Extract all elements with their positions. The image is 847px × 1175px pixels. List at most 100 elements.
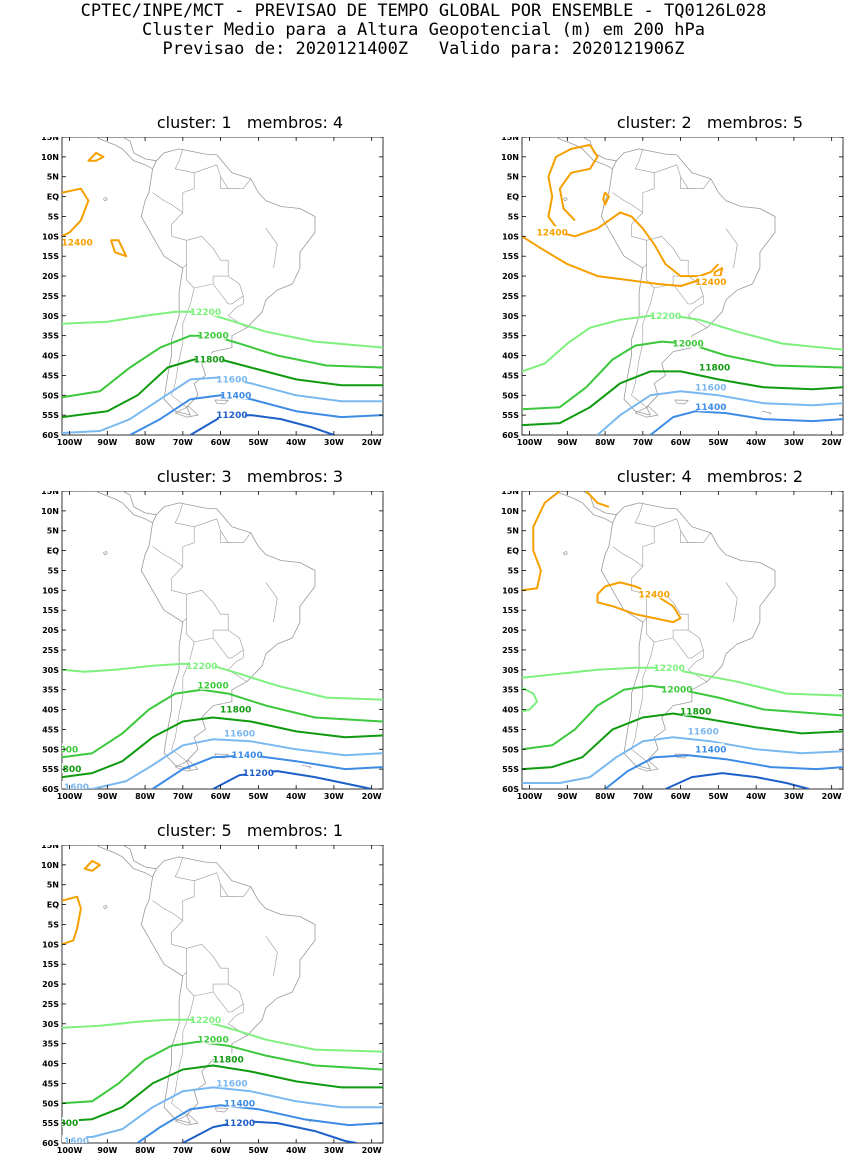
country-border xyxy=(227,295,248,328)
country-border xyxy=(212,629,244,659)
central-america-coastline xyxy=(555,137,613,170)
lat-tick-label: 20S xyxy=(502,272,519,281)
contour-label: 12200 xyxy=(186,662,217,672)
country-border xyxy=(186,944,229,997)
country-border xyxy=(725,228,738,269)
lat-tick-label: 60S xyxy=(502,785,519,794)
country-border xyxy=(631,287,655,408)
map-cluster-4: 12400 12200 12000 11800 11600 11400 15N 10N 5N EQ… xyxy=(501,491,844,801)
lat-tick-label: 40S xyxy=(42,706,59,715)
contour-11800 xyxy=(62,1064,383,1123)
lat-tick-label: EQ xyxy=(47,193,59,202)
lat-tick-label: 45S xyxy=(42,371,59,380)
lat-tick-label: 55S xyxy=(502,765,519,774)
contour-label-bg xyxy=(62,1135,87,1143)
country-border xyxy=(171,287,195,408)
lat-tick-label: 10N xyxy=(41,153,59,162)
galapagos-island xyxy=(563,197,568,201)
lat-tick-label: 10N xyxy=(501,153,519,162)
header-line-3: Previsao de: 2020121400Z Valido para: 20… xyxy=(162,39,685,59)
map-cluster-3: 12200 12000 11800 11600 11400 11200 2000 11800 1… xyxy=(41,491,384,801)
contour-label: 11600 xyxy=(688,727,719,737)
lat-tick-label: 10S xyxy=(42,232,59,241)
lat-tick-label: 5S xyxy=(508,212,520,221)
contour-12400 xyxy=(596,581,682,624)
contour-label: 12400 xyxy=(61,238,92,248)
map-frame xyxy=(61,137,384,436)
contour-label: 12000 xyxy=(197,332,228,342)
lon-tick-label: 50W xyxy=(708,438,728,447)
africa-coastline xyxy=(380,137,383,142)
contour-label-bg xyxy=(641,588,668,599)
contour-label-bg xyxy=(682,705,709,716)
contour-label: 11200 xyxy=(216,411,247,421)
tierra-del-fuego xyxy=(634,406,659,418)
contour-11600 xyxy=(62,1086,383,1138)
contour-label-bg xyxy=(697,743,724,754)
lat-tick-label: 5N xyxy=(507,173,519,182)
contour-label-bg xyxy=(226,727,253,738)
lon-tick-label: 30W xyxy=(324,1146,344,1155)
lon-tick-label: 60W xyxy=(671,792,691,801)
lat-tick-label: 5S xyxy=(48,920,60,929)
contour-12400 xyxy=(87,151,105,162)
lon-tick-label: 70W xyxy=(173,1146,193,1155)
lat-tick-label: 10N xyxy=(501,507,519,516)
lat-tick-label: 30S xyxy=(42,666,59,675)
lat-tick-label: 45S xyxy=(502,725,519,734)
lat-tick-label: 60S xyxy=(42,1139,59,1148)
country-border xyxy=(152,502,195,567)
lat-tick-label: 25S xyxy=(42,292,59,301)
lon-tick-label: 100W xyxy=(57,1146,83,1155)
country-border xyxy=(194,164,252,189)
country-border xyxy=(672,629,704,659)
contour-12400 xyxy=(585,491,610,508)
lat-tick-label: 20S xyxy=(42,272,59,281)
contour-12400 xyxy=(602,191,610,206)
panel-cluster-4: cluster: 4 membros: 2 12400 12200 12000 118… xyxy=(488,468,847,808)
contour-label: 11600 xyxy=(216,1079,247,1089)
lat-tick-label: 35S xyxy=(42,332,59,341)
contour-12400 xyxy=(558,144,599,222)
map-layer: 12200 12000 11800 11600 11400 11200 2000 11800 1… xyxy=(62,491,383,789)
lat-tick-label: 15S xyxy=(42,606,59,615)
contour-label-bg xyxy=(218,409,245,420)
lat-tick-label: 60S xyxy=(502,431,519,440)
lon-tick-label: 60W xyxy=(211,792,231,801)
lat-tick-label: EQ xyxy=(47,547,59,556)
country-border xyxy=(212,275,244,305)
galapagos-island xyxy=(103,905,108,909)
lon-tick-label: 80W xyxy=(595,792,615,801)
contour-label: 11800 xyxy=(220,706,251,716)
contour-11800 xyxy=(522,712,843,771)
country-border xyxy=(680,530,696,543)
map-layer: 12400 12400 12200 12000 11800 11600 11400 xyxy=(522,137,843,435)
lat-tick-label: 45S xyxy=(42,725,59,734)
contour-label-bg xyxy=(652,309,679,320)
lat-tick-label: 50S xyxy=(502,391,519,400)
lon-tick-label: 20W xyxy=(822,792,842,801)
lon-tick-label: 20W xyxy=(362,438,382,447)
lon-tick-label: 40W xyxy=(746,438,766,447)
contour-11200 xyxy=(212,770,372,789)
country-border xyxy=(194,518,252,543)
lon-tick-label: 60W xyxy=(211,1146,231,1155)
contour-label-bg xyxy=(697,401,724,412)
contour-11200 xyxy=(182,1120,357,1143)
central-america-coastline xyxy=(114,491,157,516)
lat-tick-label: EQ xyxy=(47,901,59,910)
lat-tick-label: 5N xyxy=(47,881,59,890)
central-america-coastline xyxy=(95,845,153,878)
lon-tick-label: 100W xyxy=(57,792,83,801)
country-border xyxy=(680,176,696,189)
contour-11400 xyxy=(604,754,843,789)
contour-label-bg xyxy=(697,381,724,392)
lat-tick-label: 15S xyxy=(502,252,519,261)
contour-11800 xyxy=(62,716,383,779)
contour-label: 11400 xyxy=(695,745,726,755)
central-america-coastline xyxy=(555,491,613,524)
lat-tick-label: 50S xyxy=(502,745,519,754)
lat-tick-label: 30S xyxy=(502,312,519,321)
lon-tick-label: 90W xyxy=(557,438,577,447)
lat-tick-label: 15S xyxy=(42,960,59,969)
